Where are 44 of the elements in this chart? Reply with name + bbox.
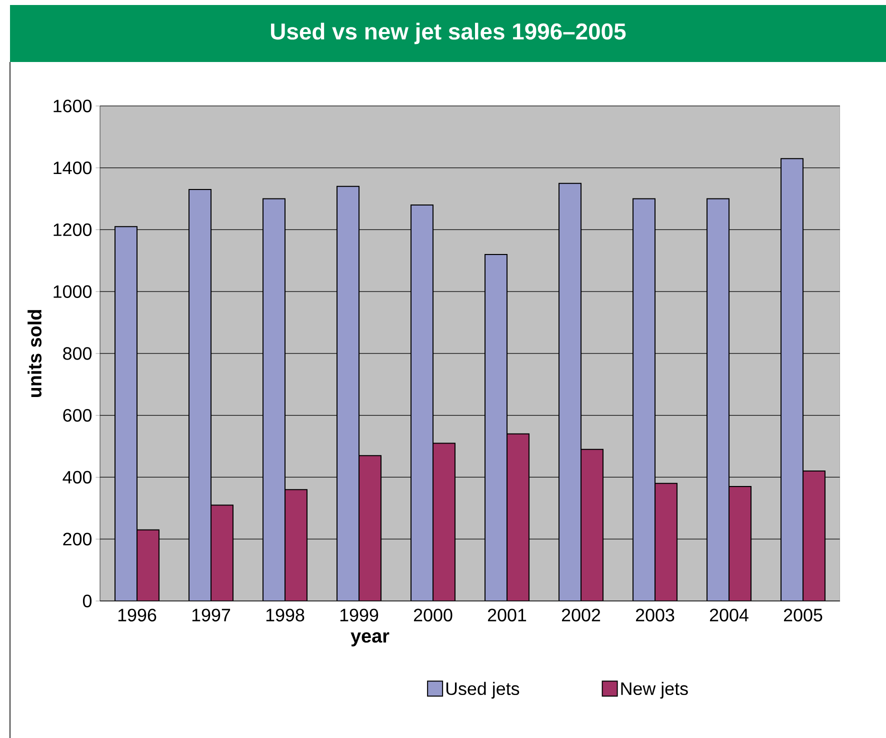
- x-tick-label: 1997: [192, 608, 230, 622]
- bar: [633, 198, 656, 601]
- y-tick-label: 1000: [54, 285, 92, 298]
- bar: [729, 486, 752, 601]
- y-tick-label: 600: [63, 409, 92, 422]
- x-tick-label: 2005: [784, 608, 822, 622]
- bar: [211, 505, 234, 601]
- y-tick-label: 800: [63, 347, 92, 360]
- bar: [655, 483, 678, 601]
- bar: [780, 158, 804, 601]
- bar: [189, 190, 212, 601]
- y-axis-title: units sold: [28, 310, 42, 398]
- y-tick-label: 1600: [54, 100, 92, 112]
- x-axis-title: year: [350, 632, 390, 646]
- bar: [507, 434, 530, 601]
- x-tick-label: 2000: [414, 608, 452, 622]
- x-tick-label: 1996: [118, 608, 156, 622]
- bar: [411, 204, 434, 601]
- y-tick-label: 0: [82, 594, 92, 608]
- x-tick-label: 1999: [340, 608, 378, 622]
- bar: [581, 449, 604, 601]
- bar: [115, 226, 138, 601]
- bar: [137, 530, 160, 601]
- legend-label: Used jets: [446, 682, 520, 699]
- bar: [433, 443, 456, 601]
- bar: [485, 254, 508, 601]
- legend-label: New jets: [621, 682, 688, 699]
- x-tick-label: 2002: [562, 608, 600, 622]
- x-tick-label: 2003: [636, 608, 674, 622]
- x-tick-label: 1998: [266, 608, 304, 622]
- bar: [707, 198, 730, 601]
- x-tick-label: 2004: [710, 608, 748, 622]
- bar: [337, 186, 360, 601]
- bar: [359, 456, 382, 601]
- chart-title: Used vs new jet sales 1996–2005: [271, 22, 626, 44]
- y-tick-label: 1200: [54, 223, 92, 236]
- bar: [263, 198, 286, 601]
- bar: [285, 490, 308, 601]
- y-tick-label: 400: [62, 470, 92, 484]
- y-tick-label: 1400: [54, 162, 92, 174]
- bar: [559, 183, 582, 601]
- bar: [802, 470, 826, 601]
- x-tick-label: 2001: [488, 608, 526, 622]
- y-tick-label: 200: [63, 532, 92, 546]
